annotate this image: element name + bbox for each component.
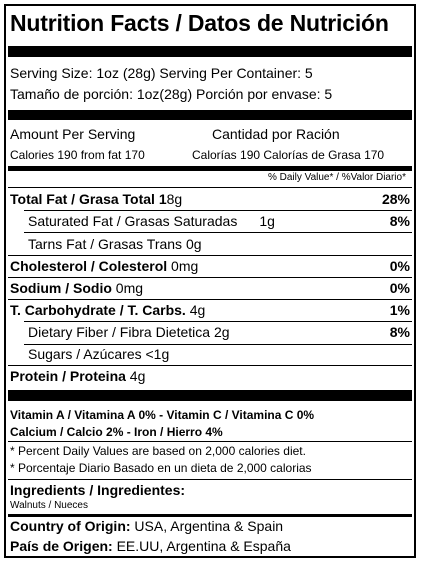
divider [24, 344, 412, 345]
total-fat-row: Total Fat / Grasa Total 18g [10, 191, 410, 207]
divider [8, 299, 412, 300]
footnote-en: * Percent Daily Values are based on 2,00… [10, 444, 306, 458]
sugars-label: Sugars / Azúcares <1g [28, 346, 170, 362]
trans-fat-label: Tarns Fat / Grasas Trans 0g [28, 236, 202, 252]
footnote-es: * Porcentaje Diario Basado en un dieta d… [10, 461, 312, 475]
divider [24, 232, 412, 233]
total-fat-amount: 8g [166, 191, 183, 207]
carbohydrate-row: T. Carbohydrate / T. Carbs. 4g [10, 302, 410, 318]
carbohydrate-label: T. Carbohydrate / T. Carbs. [10, 302, 186, 318]
protein-row: Protein / Proteina 4g [10, 368, 410, 384]
thick-divider [8, 46, 412, 57]
sodium-label: Sodium / Sodio [10, 280, 112, 296]
origin-en-label: Country of Origin: [10, 518, 131, 534]
ingredients-heading: Ingredients / Ingredientes: [10, 482, 186, 498]
divider [8, 365, 412, 366]
cholesterol-amount: 0mg [167, 258, 199, 274]
divider [8, 187, 412, 188]
divider [24, 210, 412, 211]
origin-es-label: País de Origen: [10, 538, 113, 554]
thick-divider [8, 390, 412, 401]
cholesterol-row: Cholesterol / Colesterol 0mg [10, 258, 410, 274]
origin-es-value: EE.UU, Argentina & España [112, 538, 291, 554]
label-title: Nutrition Facts / Datos de Nutrición [10, 10, 389, 36]
medium-divider [8, 514, 412, 517]
total-fat-dv: 28% [381, 191, 410, 207]
nutrition-label: Nutrition Facts / Datos de Nutrición Ser… [4, 4, 416, 558]
amount-per-serving-es: Cantidad por Ración [212, 126, 340, 142]
cholesterol-label: Cholesterol / Colesterol [10, 258, 168, 274]
protein-amount: 4g [125, 368, 146, 384]
calories-es: Calorías 190 Calorías de Grasa 170 [192, 148, 385, 162]
dietary-fiber-dv: 8% [389, 324, 410, 340]
saturated-fat-amount: 1g [259, 213, 275, 229]
thick-divider [8, 110, 412, 120]
calories-en: Calories 190 from fat 170 [10, 148, 145, 162]
saturated-fat-row: Saturated Fat / Grasas Saturadas 1g [28, 213, 410, 229]
carbohydrate-amount: 4g [185, 302, 206, 318]
sodium-dv: 0% [389, 280, 410, 296]
total-fat-label: Total Fat / Grasa Total 1 [10, 191, 167, 207]
country-of-origin-en: Country of Origin: USA, Argentina & Spai… [10, 518, 410, 534]
vitamins-line-1: Vitamin A / Vitamina A 0% - Vitamin C / … [10, 408, 315, 422]
sodium-amount: 0mg [111, 280, 144, 296]
medium-divider [8, 166, 412, 171]
divider [8, 255, 412, 256]
ingredients-list: Walnuts / Nueces [10, 500, 88, 511]
country-of-origin-es: País de Origen: EE.UU, Argentina & Españ… [10, 538, 410, 554]
amount-per-serving-en: Amount Per Serving [10, 126, 136, 142]
sodium-row: Sodium / Sodio 0mg [10, 280, 410, 296]
divider [8, 277, 412, 278]
serving-size-en: Serving Size: 1oz (28g) Serving Per Cont… [10, 65, 313, 81]
saturated-fat-label: Saturated Fat / Grasas Saturadas [28, 213, 238, 229]
daily-value-header: % Daily Value* / %Valor Diario* [267, 172, 406, 183]
serving-size-es: Tamaño de porción: 1oz(28g) Porción por … [10, 86, 333, 102]
origin-en-value: USA, Argentina & Spain [130, 518, 284, 534]
cholesterol-dv: 0% [389, 258, 410, 274]
protein-label: Protein / Proteina [10, 368, 126, 384]
divider [8, 479, 412, 480]
vitamins-line-2: Calcium / Calcio 2% - Iron / Hierro 4% [10, 425, 223, 439]
dietary-fiber-label: Dietary Fiber / Fibra Dietetica 2g [28, 324, 230, 340]
divider [8, 441, 412, 442]
divider [24, 321, 412, 322]
carbohydrate-dv: 1% [389, 302, 410, 318]
saturated-fat-dv: 8% [389, 213, 410, 229]
